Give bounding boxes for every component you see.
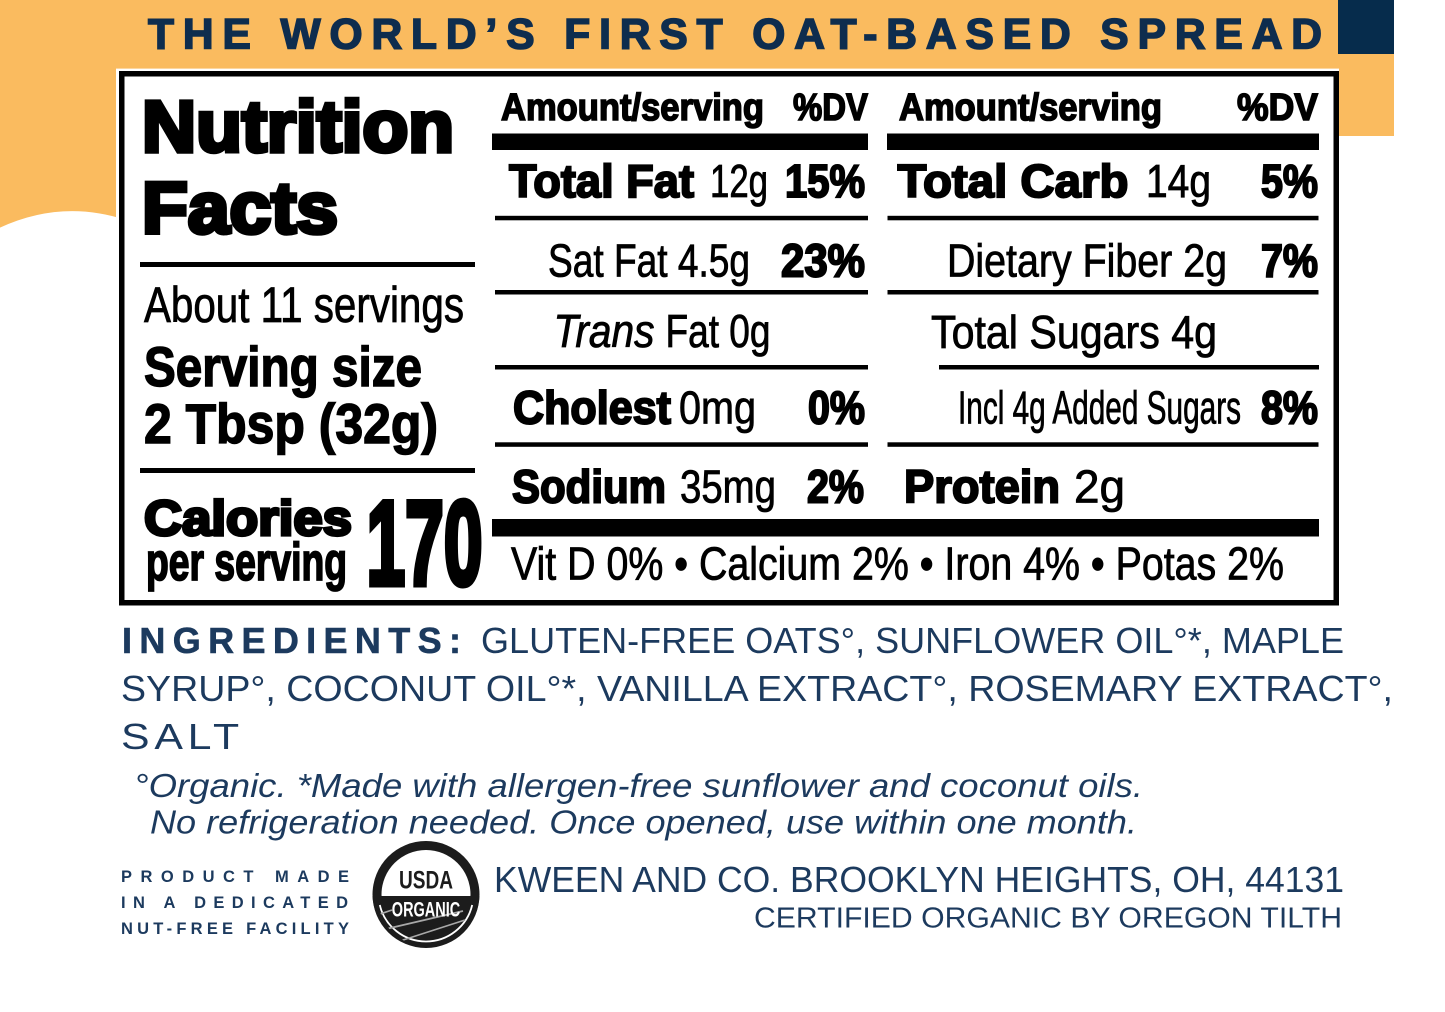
svg-text:Calories: Calories <box>144 491 352 546</box>
svg-text:Total Fat: Total Fat <box>509 155 694 207</box>
svg-text:Trans: Trans <box>554 305 655 357</box>
svg-text:7%: 7% <box>1261 235 1318 287</box>
svg-text:Dietary Fiber 2g: Dietary Fiber 2g <box>947 235 1227 287</box>
svg-text:ORGANIC: ORGANIC <box>392 898 460 922</box>
svg-text:8%: 8% <box>1261 382 1318 434</box>
svg-text:Total Carb: Total Carb <box>898 155 1129 207</box>
svg-text:5%: 5% <box>1261 155 1318 207</box>
svg-text:170: 170 <box>367 477 483 611</box>
svg-text:SALT: SALT <box>121 716 244 757</box>
svg-text:15%: 15% <box>785 155 865 207</box>
svg-text:Sat Fat 4.5g: Sat Fat 4.5g <box>548 235 750 287</box>
svg-text:%DV: %DV <box>1237 87 1319 129</box>
svg-text:About 11 servings: About 11 servings <box>144 277 464 333</box>
svg-text:Amount/serving: Amount/serving <box>899 87 1162 129</box>
svg-text:CERTIFIED ORGANIC BY OREGON TI: CERTIFIED ORGANIC BY OREGON TILTH <box>754 903 1342 935</box>
svg-text:Amount/serving: Amount/serving <box>501 87 764 129</box>
svg-text:0%: 0% <box>808 382 865 434</box>
svg-text:GLUTEN-FREE OATS°, SUNFLOWER O: GLUTEN-FREE OATS°, SUNFLOWER OIL°*, MAPL… <box>481 620 1344 661</box>
svg-text:Total Sugars 4g: Total Sugars 4g <box>931 306 1217 358</box>
svg-text:THE WORLD’S FIRST OAT-BASED SP: THE WORLD’S FIRST OAT-BASED SPREAD <box>148 12 1322 59</box>
svg-text:35mg: 35mg <box>680 461 776 513</box>
svg-text:23%: 23% <box>781 235 865 287</box>
svg-text:per serving: per serving <box>146 533 347 592</box>
svg-text:Sodium: Sodium <box>512 461 666 513</box>
svg-text:SYRUP°, COCONUT OIL°*, VANILLA: SYRUP°, COCONUT OIL°*, VANILLA EXTRACT°,… <box>121 668 1393 709</box>
svg-text:Nutrition: Nutrition <box>142 88 454 168</box>
svg-text:USDA: USDA <box>399 867 453 895</box>
svg-text:2g: 2g <box>1074 461 1125 513</box>
svg-text:14g: 14g <box>1146 155 1211 207</box>
svg-text:Facts: Facts <box>142 169 338 249</box>
svg-text:2%: 2% <box>807 461 864 513</box>
svg-text:Protein: Protein <box>904 461 1060 513</box>
svg-text:0mg: 0mg <box>679 382 756 434</box>
svg-text:2 Tbsp (32g): 2 Tbsp (32g) <box>144 392 438 455</box>
svg-text:Vit D 0% • Calcium 2% • Iron 4: Vit D 0% • Calcium 2% • Iron 4% • Potas … <box>511 538 1284 590</box>
svg-text:Incl 4g Added Sugars: Incl 4g Added Sugars <box>958 382 1241 434</box>
svg-text:12g: 12g <box>710 155 768 207</box>
svg-text:No refrigeration needed. Once: No refrigeration needed. Once opened, us… <box>150 804 1137 841</box>
svg-text:INGREDIENTS:: INGREDIENTS: <box>122 620 461 661</box>
svg-text:°Organic. *Made with allergen-: °Organic. *Made with allergen-free sunfl… <box>134 767 1143 804</box>
svg-text:KWEEN AND CO. BROOKLYN HEIGHTS: KWEEN AND CO. BROOKLYN HEIGHTS, OH, 4413… <box>494 859 1344 900</box>
svg-text:Fat 0g: Fat 0g <box>666 305 771 357</box>
svg-text:Serving size: Serving size <box>144 335 422 398</box>
svg-text:%DV: %DV <box>793 87 869 129</box>
svg-text:Cholest: Cholest <box>513 382 671 434</box>
